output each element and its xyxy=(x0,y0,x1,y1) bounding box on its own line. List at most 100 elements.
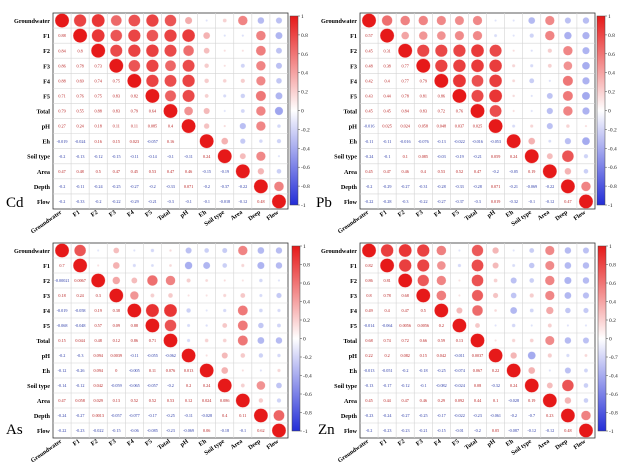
corr-circle xyxy=(204,63,210,69)
corr-circle xyxy=(275,261,283,270)
corr-circle xyxy=(452,88,467,104)
corr-value: -0.1 xyxy=(384,154,391,159)
row-label: F3 xyxy=(43,293,50,300)
corr-value: -0.19 xyxy=(220,169,229,174)
corr-circle xyxy=(583,168,589,174)
corr-circle xyxy=(546,122,554,130)
column-label: Flow xyxy=(265,438,280,452)
corr-circle xyxy=(223,279,227,282)
row-label: F4 xyxy=(350,78,357,85)
corr-circle xyxy=(416,44,430,58)
corr-value: 0.16 xyxy=(95,139,102,144)
colorbar-tick-label: 0.2 xyxy=(608,90,615,96)
corr-value: -0.085 xyxy=(147,428,158,433)
corr-value: -0.1 xyxy=(239,428,246,433)
column-label: Area xyxy=(229,438,244,451)
corr-value: -0.28 xyxy=(437,184,446,189)
corr-value: 0.42 xyxy=(365,78,372,83)
corr-circle xyxy=(544,15,555,26)
column-label: Area xyxy=(229,209,244,222)
corr-value: 0.75 xyxy=(95,94,102,99)
corr-value: 0.86 xyxy=(58,63,65,68)
column-label: Soil type xyxy=(510,438,533,457)
corr-circle xyxy=(163,333,178,348)
corr-circle xyxy=(255,151,266,162)
corr-circle xyxy=(276,138,282,144)
corr-value: -0.024 xyxy=(454,383,466,388)
corr-circle xyxy=(471,89,484,103)
corr-circle xyxy=(223,34,227,37)
corr-circle xyxy=(583,153,589,159)
corr-value: 0.11 xyxy=(239,413,246,418)
corr-circle xyxy=(204,338,209,343)
corr-value: -0.32 xyxy=(491,383,500,388)
column-label: Groundwater xyxy=(337,438,371,465)
corr-circle xyxy=(398,243,412,258)
panel-title: Cd xyxy=(6,195,24,211)
corr-value: 0.11 xyxy=(149,368,156,373)
corr-circle xyxy=(163,103,178,119)
corr-value: 0.78 xyxy=(383,293,390,298)
corr-value: 0.11 xyxy=(131,124,138,129)
corr-circle xyxy=(436,260,446,271)
corr-value: 0.7 xyxy=(59,263,64,268)
corr-value: 0.44 xyxy=(383,398,391,403)
corr-value: 0 xyxy=(115,368,117,373)
column-label: Total xyxy=(157,209,172,223)
row-label: Depth xyxy=(34,413,51,420)
corr-value: -0.055 xyxy=(147,353,158,358)
corr-value: 0.31 xyxy=(383,48,390,53)
corr-value: 0.3 xyxy=(96,293,101,298)
row-label: Eh xyxy=(42,368,50,375)
corr-value: -0.25 xyxy=(166,413,175,418)
corr-value: -0.1 xyxy=(167,154,174,159)
corr-value: 0.085 xyxy=(148,124,157,129)
corr-value: 0.76 xyxy=(456,109,463,114)
corr-value: 0.29 xyxy=(438,398,445,403)
corr-circle xyxy=(222,262,228,269)
corr-value: 0.47 xyxy=(402,308,409,313)
corr-value: -0.22 xyxy=(58,428,67,433)
corr-value: -0.37 xyxy=(220,184,229,189)
corr-value: -0.22 xyxy=(238,184,247,189)
column-label: F5 xyxy=(451,438,461,448)
corr-circle xyxy=(257,246,265,255)
corr-circle xyxy=(436,290,447,301)
corr-circle xyxy=(203,107,210,115)
row-label: F4 xyxy=(43,78,50,85)
column-label: Area xyxy=(536,209,551,222)
corr-circle xyxy=(562,90,574,102)
corr-circle xyxy=(584,353,588,358)
corr-value: -0.1 xyxy=(185,199,192,204)
corr-circle xyxy=(235,393,251,408)
corr-value: -0.062 xyxy=(165,353,176,358)
corr-circle xyxy=(512,94,516,98)
row-label: Total xyxy=(36,109,50,116)
corr-value: -0.11 xyxy=(184,154,193,159)
corr-circle xyxy=(489,44,502,58)
corr-value: -0.28 xyxy=(473,184,482,189)
corr-circle xyxy=(564,167,572,175)
corr-circle xyxy=(510,292,517,299)
row-label: Groundwater xyxy=(14,18,50,25)
corr-value: -0.06 xyxy=(130,428,139,433)
corr-circle xyxy=(560,179,576,194)
corr-circle xyxy=(204,247,210,254)
corr-circle xyxy=(217,148,232,164)
corr-circle xyxy=(239,152,247,160)
corr-circle xyxy=(271,423,287,438)
corr-value: 0.044 xyxy=(75,338,85,343)
corr-circle xyxy=(401,31,410,40)
corr-circle xyxy=(471,274,484,287)
colorbar-tick-label: 0.2 xyxy=(303,318,310,324)
corr-circle xyxy=(582,76,590,85)
corr-circle xyxy=(221,366,229,375)
corr-value: -0.022 xyxy=(454,139,465,144)
corr-circle xyxy=(255,121,266,132)
corr-value: -0.3 xyxy=(167,199,174,204)
corr-circle xyxy=(511,79,516,83)
column-label: Groundwater xyxy=(337,209,371,236)
corr-value: 0.84 xyxy=(58,48,66,53)
corr-value: -0.25 xyxy=(437,368,446,373)
row-label: F2 xyxy=(350,48,357,55)
